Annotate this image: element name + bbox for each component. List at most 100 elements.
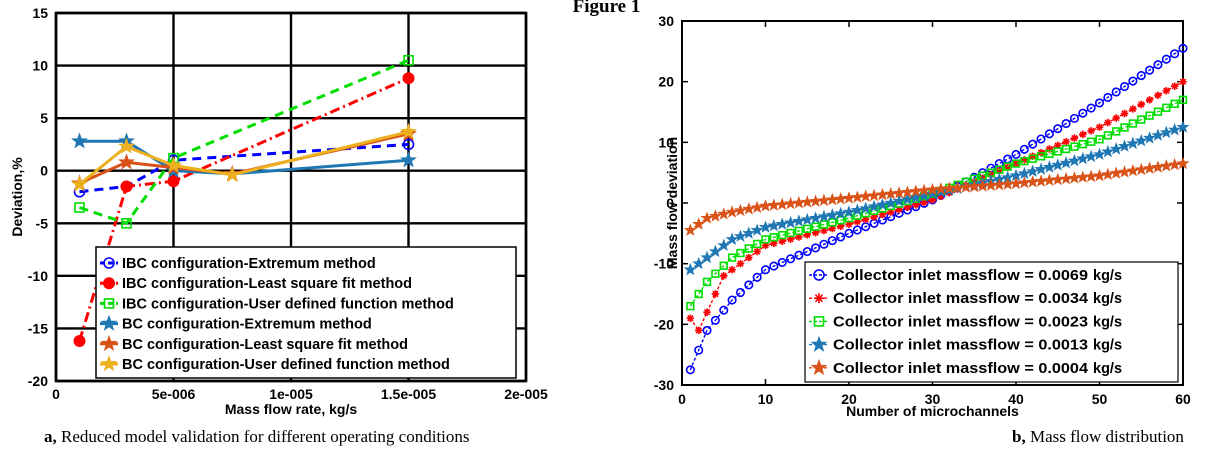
- chart-b-data-point: [736, 259, 745, 268]
- caption-a-letter: a,: [44, 427, 57, 446]
- chart-a-xlabel: Mass flow rate, kg/s: [225, 401, 357, 417]
- chart-a-data-point: [403, 55, 414, 66]
- chart-b-data-point: [1095, 123, 1104, 131]
- chart-a-ytick-label: 15: [32, 5, 48, 21]
- chart-b-xlabel: Number of microchannels: [846, 403, 1019, 419]
- chart-b-data-point: [1112, 127, 1121, 136]
- chart-b-data-point: [884, 196, 898, 209]
- chart-b-data-point: [1034, 162, 1048, 175]
- chart-b-data-point: [853, 218, 862, 226]
- chart-a-legend-label: BC configuration-User defined function m…: [122, 357, 450, 373]
- chart-b-data-point: [867, 199, 881, 213]
- chart-b-data-point: [725, 232, 739, 246]
- chart-b-data-point: [867, 188, 881, 202]
- chart-b-data-point: [769, 261, 779, 271]
- chart-b-data-point: [702, 277, 712, 287]
- chart-b-data-point: [786, 235, 795, 243]
- chart-b-data-point: [1120, 123, 1129, 132]
- chart-b-data-point: [692, 256, 706, 270]
- chart-b-data-point: [852, 225, 862, 235]
- chart-a-data-point: [165, 156, 182, 173]
- chart-b-data-point: [711, 290, 720, 298]
- chart-b-data-point: [859, 201, 873, 215]
- chart-b-data-point: [1095, 135, 1104, 144]
- chart-b-legend-label: Collector inlet massflow = 0.0023: [833, 314, 1088, 330]
- chart-b-data-point: [750, 200, 764, 214]
- chart-b-data-point: [1084, 169, 1098, 183]
- chart-b-data-point: [717, 238, 731, 252]
- chart-b-data-point: [1159, 159, 1173, 172]
- chart-b-data-point: [1129, 105, 1137, 113]
- chart-b-xtick-label: 50: [1092, 391, 1108, 407]
- chart-b-data-point: [1170, 99, 1179, 108]
- chart-b-data-point: [761, 235, 770, 244]
- chart-a-legend-label: IBC configuration-Extremum method: [122, 256, 376, 272]
- chart-a-data-point: [223, 166, 241, 183]
- chart-b-data-point: [783, 215, 798, 229]
- chart-b-data-point: [1134, 133, 1148, 147]
- chart-b-data-point: [1001, 177, 1015, 190]
- chart-b-data-point: [1086, 137, 1096, 146]
- chart-b-data-point: [1179, 77, 1187, 86]
- chart-b-data-point: [1061, 144, 1071, 154]
- chart-b-data-point: [836, 216, 845, 225]
- caption-b: b, Mass flow distribution: [1012, 427, 1184, 447]
- chart-a-ticks: 0 5e-006 1e-005 1.5e-005 2e-005 -20 -15 -10 -5 0 5…: [28, 5, 548, 402]
- chart-b-data-point: [1134, 162, 1148, 176]
- chart-b-data-point: [1117, 139, 1132, 152]
- chart-b-data-point: [1054, 141, 1062, 150]
- chart-b-data-point: [1042, 173, 1056, 187]
- chart-a-data-point: [74, 202, 85, 213]
- chart-b-ytick-label: -10: [654, 256, 674, 272]
- chart-b-data-point: [1028, 154, 1037, 163]
- chart-b-data-point: [708, 244, 722, 258]
- chart-a-ytick-label: -15: [28, 320, 48, 336]
- chart-a-ylabel: Deviation,%: [9, 157, 25, 237]
- chart-b-data-point: [1084, 149, 1098, 163]
- chart-b-data-point: [1020, 156, 1029, 166]
- chart-b-data-point: [728, 265, 736, 274]
- chart-a-data-point: [118, 153, 135, 170]
- caption-b-text: Mass flow distribution: [1025, 427, 1184, 446]
- chart-b-data-point: [719, 261, 728, 270]
- chart-b-xtick-label: 30: [925, 391, 941, 407]
- chart-b-data-point: [1059, 156, 1073, 169]
- chart-b-data-point: [1028, 139, 1038, 149]
- chart-b-data-point: [683, 262, 697, 276]
- chart-b-data-point: [1170, 82, 1179, 90]
- chart-b-data-point: [1017, 175, 1031, 189]
- chart-b-data-point: [1111, 87, 1121, 97]
- chart-b-data-point: [1053, 124, 1063, 134]
- chart-a-data-point: [118, 137, 135, 154]
- chart-b-data-point: [1170, 49, 1180, 59]
- chart-b-data-point: [778, 230, 787, 240]
- chart-b-data-point: [1061, 118, 1071, 129]
- chart-b-data-point: [744, 280, 754, 290]
- chart-b-data-point: [1045, 149, 1054, 159]
- chart-b-data-point: [859, 189, 873, 203]
- chart-a-legend-box: [95, 246, 517, 379]
- chart-b-data-point: [1128, 76, 1138, 86]
- chart-b-data-point: [1036, 134, 1046, 144]
- chart-b-data-point: [736, 248, 745, 258]
- chart-a-xtick-label: 2e-005: [504, 386, 548, 402]
- chart-a-legend-marker: [103, 298, 115, 309]
- chart-b-data-point: [775, 217, 789, 230]
- chart-b-data-point: [834, 192, 848, 205]
- chart-b-data-point: [1087, 127, 1095, 135]
- chart-b-data-point: [870, 213, 878, 221]
- chart-b-data-point: [1176, 156, 1190, 170]
- chart-b-data-point: [917, 188, 931, 202]
- chart-b-ytick-label: 20: [658, 74, 674, 90]
- chart-b-data-point: [694, 326, 703, 335]
- chart-a-ytick-label: 10: [32, 58, 48, 74]
- chart-b-data-point: [725, 205, 739, 218]
- chart-b-data-point: [767, 218, 781, 232]
- chart-b-data-point: [1086, 103, 1096, 113]
- chart-b-data-point: [1011, 159, 1021, 168]
- chart-a-legend-label: IBC configuration-Least square fit metho…: [122, 276, 412, 292]
- chart-b-data-point: [1003, 154, 1013, 164]
- chart-b-legend-unit: kg/s: [1093, 314, 1122, 330]
- chart-b-legend-marker: [814, 293, 824, 304]
